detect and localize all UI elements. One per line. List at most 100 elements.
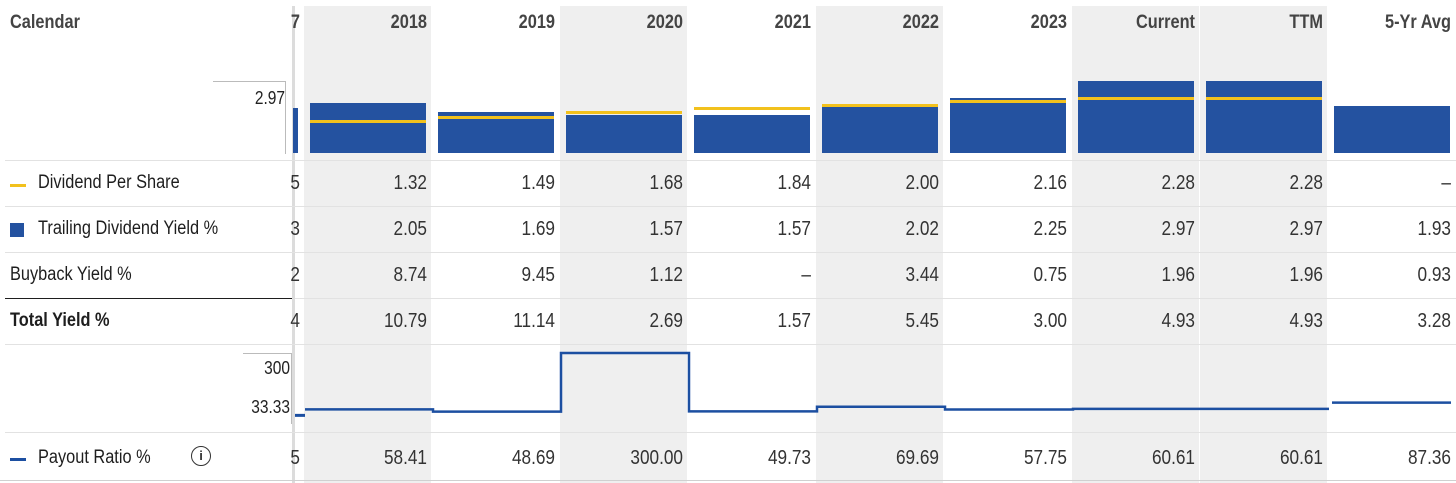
yield-value-cell: 1.57 [777, 218, 811, 240]
payout-axis-frame [243, 353, 292, 424]
dps-value-cell: 1.32 [393, 172, 427, 194]
dps-value-cell: – [1441, 172, 1451, 194]
yield-value-cell: 2.97 [1161, 218, 1195, 240]
total-value-cell: 11.14 [513, 310, 555, 332]
payout-axis-mid-label: 33.33 [251, 397, 290, 417]
total-value-cell: 4.93 [1161, 310, 1195, 332]
total-row-label: Total Yield % [10, 310, 110, 331]
partial-column-header: 7 [290, 12, 300, 33]
scroll-divider[interactable] [292, 6, 295, 483]
row-divider [5, 344, 1456, 345]
buyback-value-cell: 8.74 [393, 264, 427, 286]
yield-value-cell: 2.25 [1033, 218, 1067, 240]
row-divider [295, 298, 1456, 299]
yield-legend-box [10, 223, 24, 237]
buyback-value-cell: 3.44 [905, 264, 939, 286]
buyback-row-label: Buyback Yield % [10, 264, 132, 285]
column-header: 2021 [774, 12, 811, 33]
row-divider [5, 432, 1456, 433]
calendar-header: Calendar [10, 12, 80, 33]
column-header: TTM [1289, 12, 1323, 33]
buyback-value-cell: 0.93 [1417, 264, 1451, 286]
payout-value-cell: 300.00 [630, 447, 683, 469]
dps-marker-line [822, 103, 938, 107]
dps-value-cell: 1.84 [777, 172, 811, 194]
yield-bar [1334, 106, 1450, 153]
total-value-cell: 3.00 [1033, 310, 1067, 332]
yield-axis-max-label: 2.97 [254, 88, 285, 108]
yield-bar [694, 114, 810, 153]
dps-marker-line [566, 111, 682, 115]
row-divider [5, 252, 1456, 253]
column-header: 2022 [902, 12, 939, 33]
total-value-cell: 4.93 [1289, 310, 1323, 332]
yield-partial-value: 3 [290, 218, 300, 240]
payout-value-cell: 60.61 [1151, 447, 1195, 469]
info-icon[interactable]: i [191, 446, 211, 466]
column-shade [816, 6, 943, 483]
yield-bar [950, 98, 1066, 153]
buyback-value-cell: 1.96 [1289, 264, 1323, 286]
dps-marker-line [438, 115, 554, 119]
dps-value-cell: 1.68 [649, 172, 683, 194]
partial-yield-bar [293, 108, 298, 153]
yield-bar [310, 103, 426, 153]
dps-marker-line [1078, 96, 1194, 100]
column-header: Current [1135, 12, 1195, 33]
yield-axis-frame [213, 81, 286, 154]
total-value-cell: 1.57 [777, 310, 811, 332]
yield-value-cell: 2.97 [1289, 218, 1323, 240]
dps-value-cell: 2.16 [1033, 172, 1067, 194]
dps-legend-line [10, 184, 26, 187]
buyback-value-cell: – [801, 264, 811, 286]
dps-value-cell: 1.49 [521, 172, 555, 194]
dps-marker-line [950, 99, 1066, 103]
dps-value-cell: 2.28 [1289, 172, 1323, 194]
payout-axis-max-label: 300 [264, 358, 290, 378]
dps-marker-line [694, 107, 810, 111]
payout-partial-value: 5 [290, 447, 300, 469]
dps-marker-line [310, 120, 426, 123]
yield-bar [822, 104, 938, 153]
yield-value-cell: 2.02 [905, 218, 939, 240]
payout-value-cell: 49.73 [767, 447, 811, 469]
payout-value-cell: 87.36 [1407, 447, 1451, 469]
payout-value-cell: 60.61 [1279, 447, 1323, 469]
buyback-partial-value: 2 [290, 264, 300, 286]
dps-value-cell: 2.28 [1161, 172, 1195, 194]
dps-marker-line [1206, 96, 1322, 100]
column-header: 2018 [390, 12, 427, 33]
yield-value-cell: 2.05 [393, 218, 427, 240]
column-header: 2019 [518, 12, 555, 33]
total-value-cell: 2.69 [649, 310, 683, 332]
row-divider [5, 206, 1456, 207]
total-value-cell: 5.45 [905, 310, 939, 332]
yield-bar [1078, 81, 1194, 153]
column-shade [304, 6, 431, 483]
column-shade [560, 6, 687, 483]
table-bottom-border [0, 480, 1456, 481]
yield-row-label: Trailing Dividend Yield % [38, 218, 219, 239]
payout-legend-line [10, 458, 26, 461]
buyback-value-cell: 9.45 [521, 264, 555, 286]
yield-value-cell: 1.93 [1417, 218, 1451, 240]
total-partial-value: 4 [290, 310, 300, 332]
buyback-value-cell: 0.75 [1033, 264, 1067, 286]
dps-value-cell: 2.00 [905, 172, 939, 194]
row-divider [5, 298, 292, 299]
buyback-value-cell: 1.96 [1161, 264, 1195, 286]
payout-value-cell: 48.69 [511, 447, 555, 469]
payout-value-cell: 58.41 [383, 447, 427, 469]
column-header: 2020 [646, 12, 683, 33]
yield-value-cell: 1.69 [521, 218, 555, 240]
total-value-cell: 3.28 [1417, 310, 1451, 332]
payout-step-line [305, 351, 1329, 413]
total-value-cell: 10.79 [383, 310, 427, 332]
column-header: 2023 [1030, 12, 1067, 33]
buyback-value-cell: 1.12 [649, 264, 683, 286]
dps-row-label: Dividend Per Share [38, 172, 180, 193]
yield-bar [1206, 81, 1322, 153]
payout-value-cell: 69.69 [895, 447, 939, 469]
